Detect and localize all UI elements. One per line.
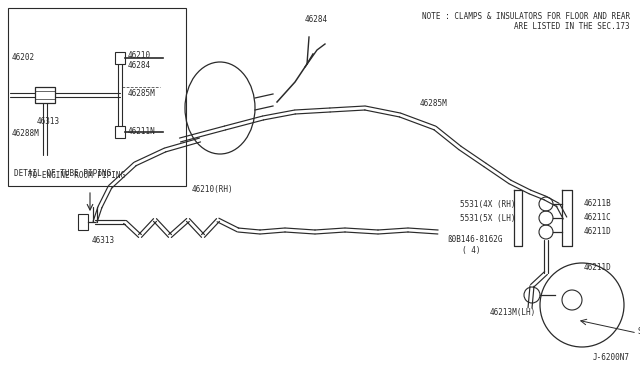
Text: 46211N: 46211N — [128, 128, 156, 137]
Text: 46211C: 46211C — [584, 214, 612, 222]
Text: TO ENGINE ROOM PIPING: TO ENGINE ROOM PIPING — [28, 171, 125, 180]
Text: 46284: 46284 — [305, 15, 328, 24]
Text: 46211D: 46211D — [584, 228, 612, 237]
Text: 46288M: 46288M — [12, 129, 40, 138]
Text: SEC.441: SEC.441 — [638, 327, 640, 336]
Text: 46213M(LH): 46213M(LH) — [490, 308, 536, 317]
Text: J-6200N7: J-6200N7 — [593, 353, 630, 362]
Text: ß0B146-8162G: ß0B146-8162G — [447, 235, 502, 244]
Text: ( 4): ( 4) — [462, 246, 481, 254]
Text: 46285M: 46285M — [128, 89, 156, 97]
Text: 46211D: 46211D — [584, 263, 612, 273]
Text: 46285M: 46285M — [420, 99, 448, 108]
Text: ARE LISTED IN THE SEC.173: ARE LISTED IN THE SEC.173 — [515, 22, 630, 31]
Text: 46313: 46313 — [92, 236, 115, 245]
Text: 46210(RH): 46210(RH) — [192, 185, 234, 194]
Text: 5531(5X (LH): 5531(5X (LH) — [460, 214, 515, 222]
Text: NOTE : CLAMPS & INSULATORS FOR FLOOR AND REAR: NOTE : CLAMPS & INSULATORS FOR FLOOR AND… — [422, 12, 630, 21]
Text: 46211B: 46211B — [584, 199, 612, 208]
Text: 46313: 46313 — [37, 117, 60, 126]
Bar — [78, 214, 88, 230]
Text: 46202: 46202 — [12, 54, 35, 62]
Text: DETAIL OF TUBE PIPING: DETAIL OF TUBE PIPING — [14, 169, 111, 178]
Text: 46284: 46284 — [128, 61, 151, 71]
Bar — [8, 8, 186, 186]
Text: 5531(4X (RH): 5531(4X (RH) — [460, 199, 515, 208]
Bar — [35, 87, 55, 103]
Bar — [115, 126, 125, 138]
Bar — [115, 52, 125, 64]
Text: 46210: 46210 — [128, 51, 151, 60]
